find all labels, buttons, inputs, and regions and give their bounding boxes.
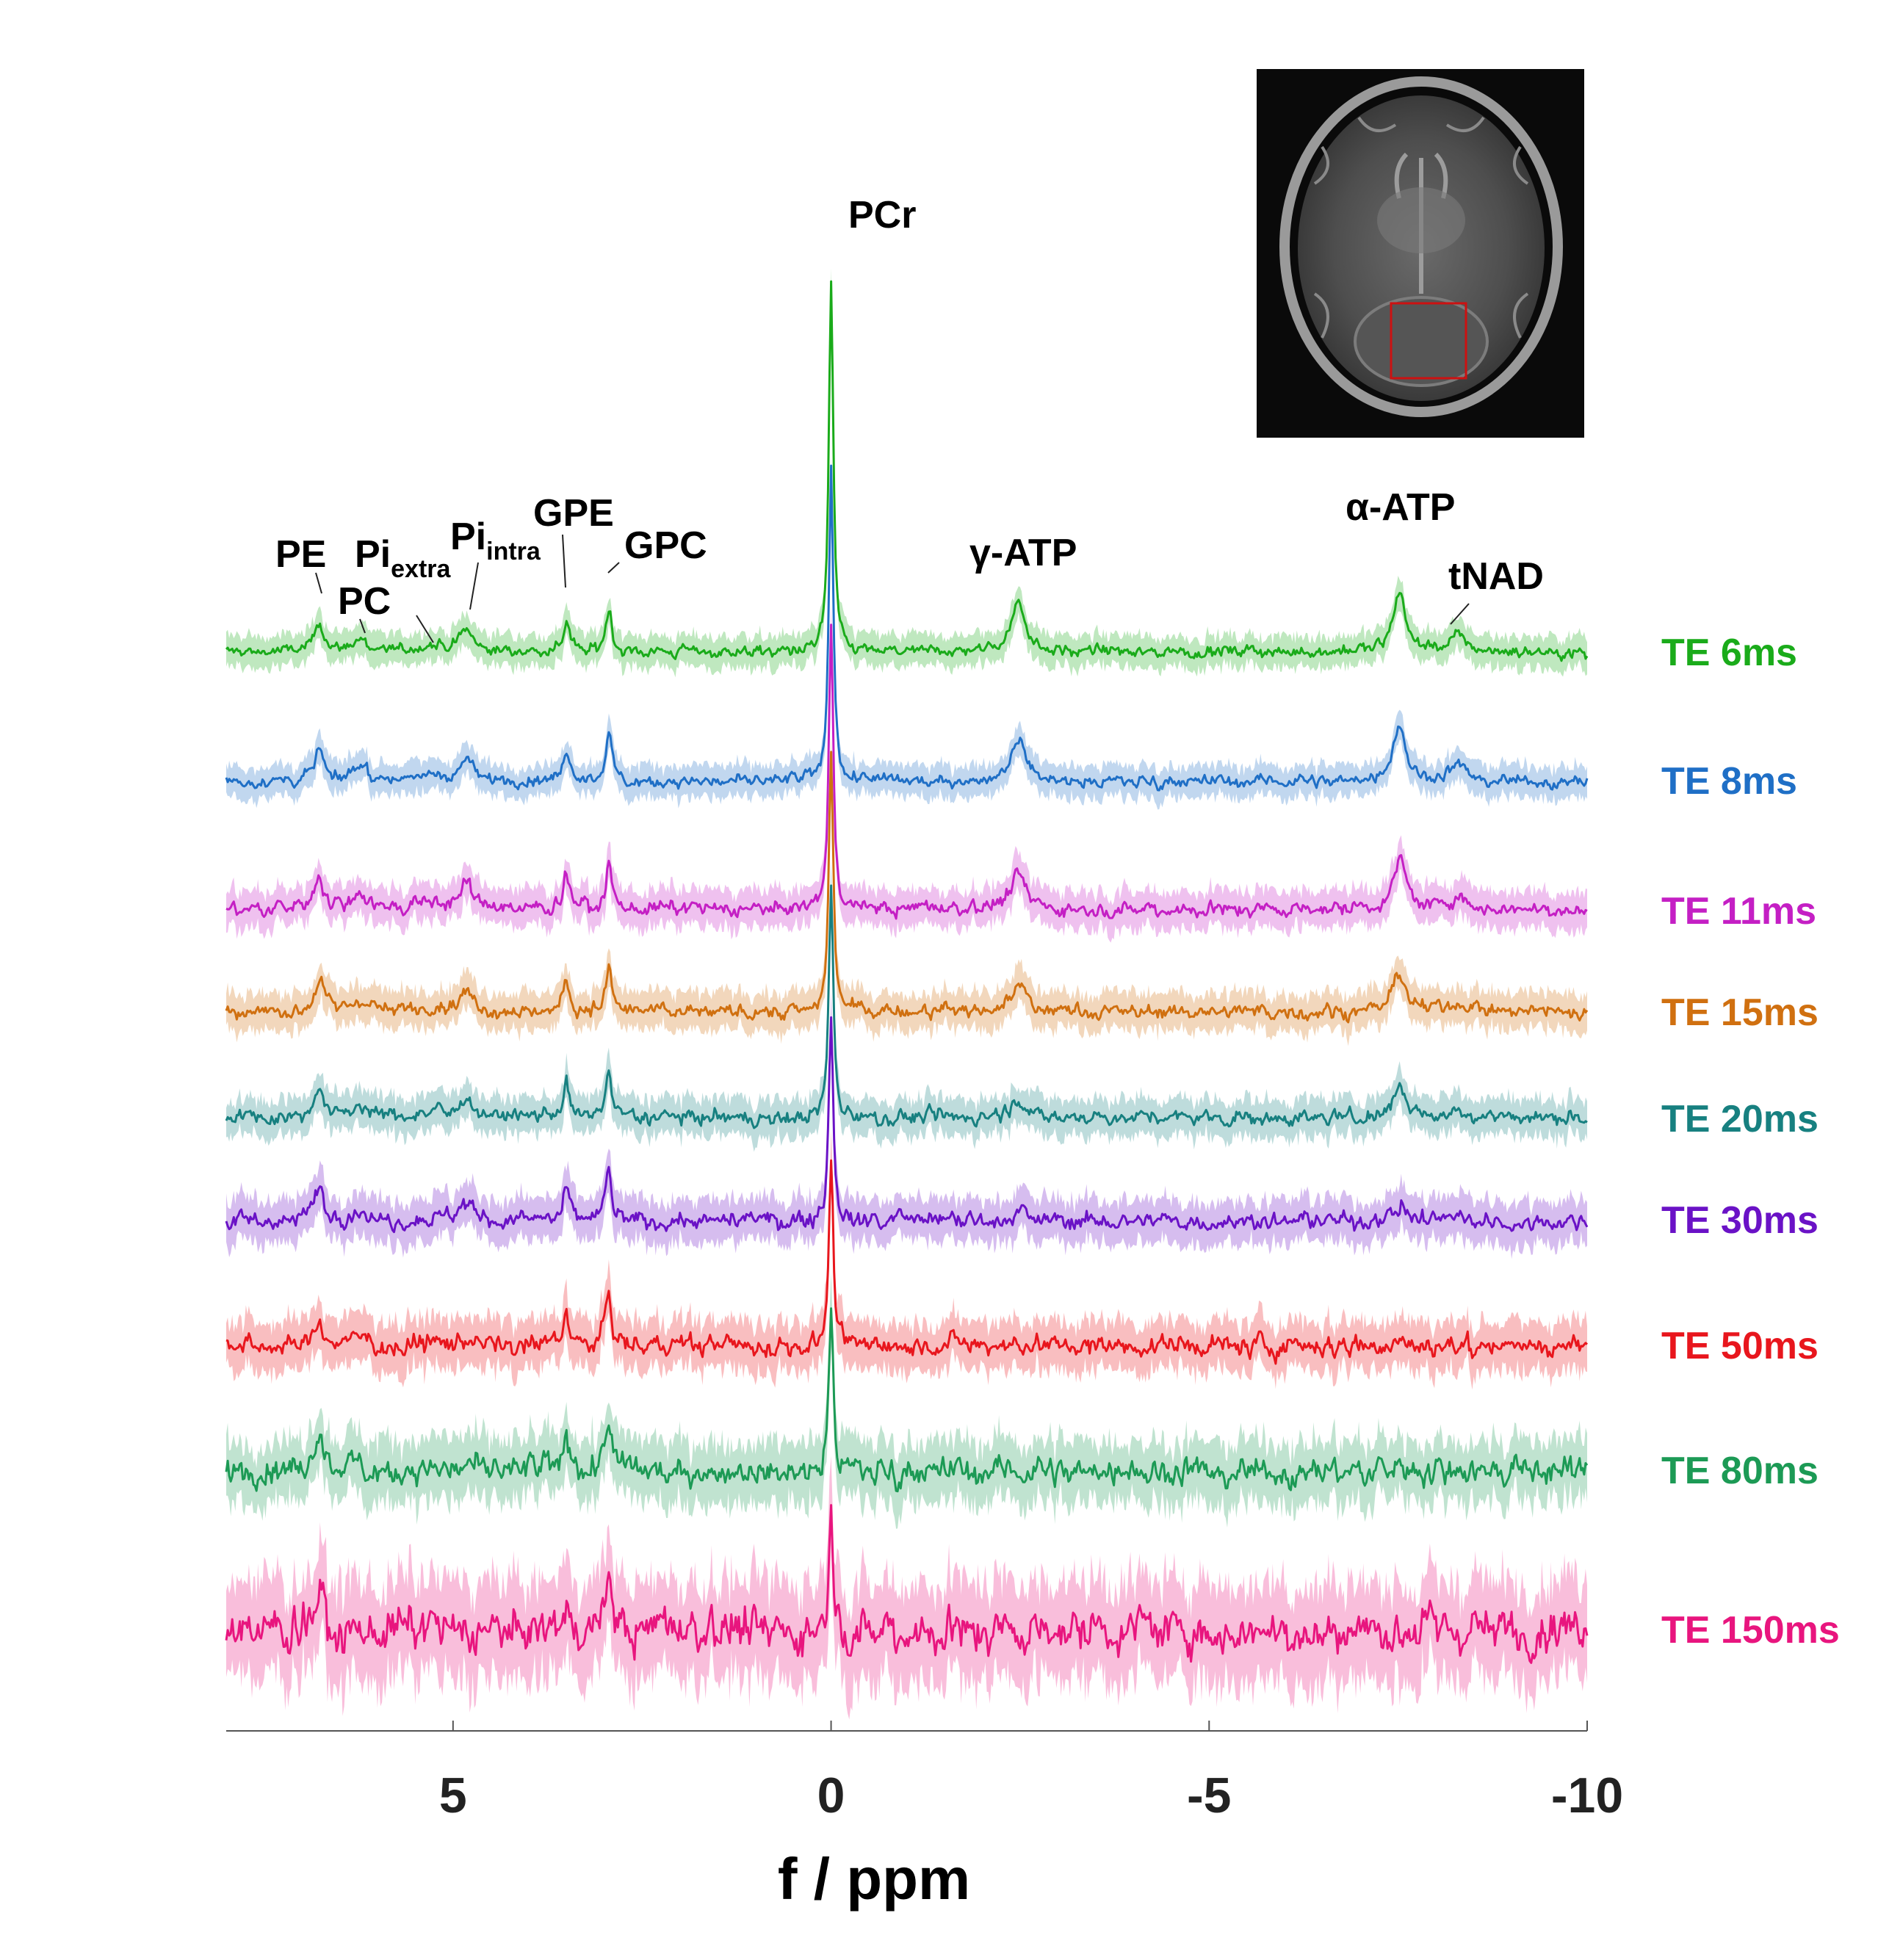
peak-label-name: α-ATP [1346, 486, 1455, 529]
peak-label: tNAD [1448, 555, 1544, 598]
peak-label-subscript: extra [391, 555, 451, 583]
x-tick-label: -10 [1551, 1768, 1623, 1823]
x-tick-label: 0 [817, 1768, 845, 1823]
x-axis-title: f / ppm [778, 1846, 970, 1912]
peak-label: α-ATP [1346, 486, 1455, 529]
series-confidence-band [226, 455, 1587, 810]
mri-occipital [1354, 296, 1489, 387]
series-line [225, 1504, 1589, 1664]
legend-label: TE 8ms [1661, 760, 1797, 803]
mri-thalamus [1377, 187, 1465, 253]
peak-label: Piextra [355, 533, 452, 583]
legend-label: TE 150ms [1661, 1609, 1840, 1652]
peak-label-name: PCr [848, 194, 916, 236]
peak-labels: PEPCPiextraPiintraGPEGPCPCrγ-ATPα-ATPtNA… [275, 194, 1544, 643]
peak-label-name: Pi [450, 516, 486, 558]
legend: TE 6ms TE 8ms TE 11ms TE 15ms TE 20ms TE 30ms… [1661, 632, 1840, 1652]
series-confidence-band [226, 1129, 1587, 1390]
mri-skull [1279, 76, 1563, 417]
x-tick-label: -5 [1187, 1768, 1231, 1823]
x-axis: 5 0 -5 -10 f / ppm [226, 1721, 1623, 1912]
series-confidence-band [226, 991, 1587, 1259]
peak-label: GPC [624, 524, 707, 567]
x-axis-ticks: 5 0 -5 -10 [439, 1721, 1623, 1823]
mri-gyri [1313, 116, 1529, 339]
peak-label-name: GPE [533, 492, 614, 535]
series-line [225, 464, 1589, 792]
legend-label: TE 6ms [1661, 632, 1797, 674]
peak-label: GPE [533, 492, 614, 535]
peak-leader-line [416, 615, 434, 643]
peak-label-name: γ-ATP [969, 532, 1077, 574]
legend-label: TE 15ms [1661, 991, 1819, 1034]
peak-leader-line [1450, 603, 1470, 625]
series-line [225, 1307, 1589, 1493]
series-line [225, 884, 1588, 1129]
series-confidence-band [226, 1272, 1587, 1529]
legend-label: TE 30ms [1661, 1199, 1819, 1242]
peak-label-name: PC [338, 580, 391, 623]
peak-leader-line [469, 562, 479, 610]
series-confidence-band [226, 734, 1587, 1046]
x-tick-label: 5 [439, 1768, 467, 1823]
peak-label: γ-ATP [969, 532, 1077, 574]
series-line [225, 1159, 1588, 1365]
series-line [225, 280, 1589, 662]
peak-label-subscript: intra [486, 538, 541, 565]
legend-label: TE 50ms [1661, 1325, 1819, 1367]
series-confidence-band [226, 601, 1587, 943]
peak-label-name: tNAD [1448, 555, 1544, 598]
peak-leader-line [315, 572, 322, 594]
peak-label-name: Pi [355, 533, 391, 576]
spectra-layer [225, 268, 1589, 1720]
series-line [225, 623, 1588, 920]
legend-label: TE 11ms [1661, 890, 1816, 933]
peak-label: PC [338, 580, 391, 623]
peak-label-name: GPC [624, 524, 707, 567]
peak-leader-line [607, 562, 620, 574]
legend-label: TE 80ms [1661, 1450, 1819, 1492]
peak-leader-line [359, 618, 366, 634]
peak-label: Piintra [450, 516, 541, 565]
peak-label: PE [275, 533, 326, 576]
series-line [225, 1016, 1589, 1234]
peak-label-name: PE [275, 533, 326, 576]
series-confidence-band [226, 1455, 1587, 1720]
mri-inset [1257, 69, 1584, 438]
series-line [225, 751, 1589, 1024]
voxel-roi-box [1390, 302, 1467, 380]
peak-label: PCr [848, 194, 916, 236]
legend-label: TE 20ms [1661, 1098, 1819, 1140]
peak-leader-line [562, 534, 566, 588]
